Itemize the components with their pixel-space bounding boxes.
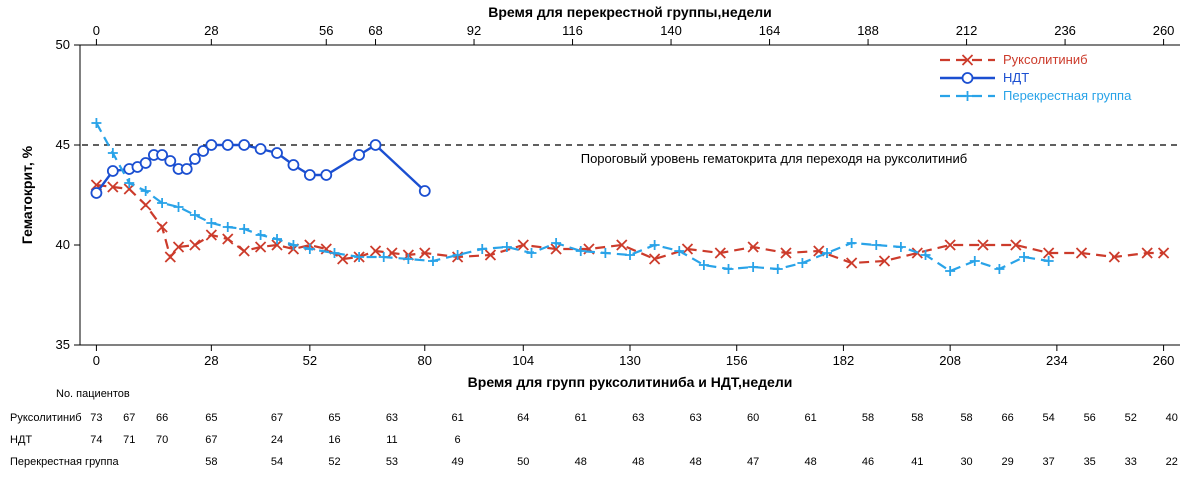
patient-cell: 52 [328,456,340,468]
hematocrit-chart: 35 40 45 50 Гематокрит, % 0 28 52 80 104 130 156 182… [0,0,1200,501]
x-top-tick-label: 92 [467,23,481,38]
patient-cell: 70 [156,434,168,446]
x-top-tick-label: 116 [562,23,583,38]
x-bottom-tick-label: 208 [939,353,961,368]
patient-cell: 65 [205,412,217,424]
patient-cell: 65 [328,412,340,424]
x-bottom-tick-label: 104 [512,353,534,368]
legend-label-cross: Перекрестная группа [1003,88,1132,103]
patient-cell: 60 [747,412,759,424]
patient-cell: 63 [632,412,644,424]
x-top-tick-label: 56 [319,23,333,38]
x-bottom-tick-label: 156 [726,353,748,368]
x-bottom-tick-label: 0 [93,353,100,368]
x-bottom-tick-label: 260 [1153,353,1175,368]
patient-cell: 64 [517,412,529,424]
patient-cell: 56 [1084,412,1096,424]
x-top-tick-label: 68 [368,23,382,38]
patient-cell: 22 [1166,456,1178,468]
patient-cell: 37 [1043,456,1055,468]
patient-cell: 30 [960,456,972,468]
y-tick-label: 35 [56,337,70,352]
legend-label-ndt: НДТ [1003,70,1029,85]
x-top-tick-label: 164 [759,23,781,38]
x-top-tick-label: 0 [93,23,100,38]
x-top-tick-label: 140 [660,23,682,38]
patient-cell: 40 [1166,412,1178,424]
patient-cell: 66 [156,412,168,424]
patient-cell: 6 [455,434,461,446]
patient-cell: 66 [1001,412,1013,424]
x-top-tick-label: 28 [204,23,218,38]
x-top-tick-label: 188 [857,23,879,38]
patient-cell: 24 [271,434,283,446]
patient-cell: 48 [632,456,644,468]
patient-cell: 58 [205,456,217,468]
x-bottom-tick-label: 28 [204,353,218,368]
patient-cell: 46 [862,456,874,468]
patient-cell: 63 [386,412,398,424]
patient-row-label: Перекрестная группа [10,456,119,468]
patient-cell: 47 [747,456,759,468]
patient-cell: 52 [1125,412,1137,424]
patient-cell: 48 [575,456,587,468]
x-top-tick-label: 236 [1054,23,1076,38]
patient-cell: 48 [804,456,816,468]
patient-cell: 11 [386,434,397,446]
patient-cell: 33 [1125,456,1137,468]
threshold-label: Пороговый уровень гематокрита для перехо… [581,151,967,166]
patient-cell: 67 [205,434,217,446]
patient-cell: 48 [690,456,702,468]
patient-cell: 58 [911,412,923,424]
x-top-title: Время для перекрестной группы,недели [488,4,772,20]
patient-cell: 61 [451,412,463,424]
x-bottom-tick-label: 182 [833,353,855,368]
patient-cell: 73 [90,412,102,424]
patient-cell: 49 [451,456,463,468]
patient-cell: 53 [386,456,398,468]
x-bottom-tick-label: 130 [619,353,641,368]
patient-table-header: No. пациентов [56,388,130,400]
y-tick-label: 50 [56,37,70,52]
patient-cell: 54 [1043,412,1055,424]
x-top-tick-label: 260 [1153,23,1175,38]
patient-row-label: НДТ [10,434,32,446]
patient-cell: 35 [1084,456,1096,468]
x-bottom-title: Время для групп руксолитиниба и НДТ,неде… [468,374,793,390]
patient-cell: 16 [328,434,340,446]
y-tick-label: 40 [56,237,70,252]
y-axis-title: Гематокрит, % [19,145,35,244]
x-bottom-tick-label: 234 [1046,353,1068,368]
chart-svg: 35 40 45 50 Гематокрит, % 0 28 52 80 104 130 156 182… [0,0,1200,501]
legend: Руксолитиниб НДТ Перекрестная группа [940,52,1132,103]
series-cross [91,118,1053,276]
patient-cell: 61 [804,412,816,424]
patient-cell: 63 [690,412,702,424]
patient-cell: 74 [90,434,102,446]
x-bottom-tick-label: 80 [418,353,432,368]
x-top-tick-label: 212 [956,23,978,38]
patient-cell: 58 [960,412,972,424]
patient-cell: 54 [271,456,283,468]
patient-cell: 58 [862,412,874,424]
patient-cell: 50 [517,456,529,468]
x-bottom-tick-label: 52 [303,353,317,368]
patient-cell: 67 [271,412,283,424]
patient-cell: 71 [123,434,135,446]
patient-cell: 67 [123,412,135,424]
patient-cell: 41 [911,456,923,468]
patient-cell: 29 [1001,456,1013,468]
legend-label-rux: Руксолитиниб [1003,52,1088,67]
y-tick-label: 45 [56,137,70,152]
patient-cell: 61 [575,412,587,424]
patient-row-label: Руксолитиниб [10,412,82,424]
